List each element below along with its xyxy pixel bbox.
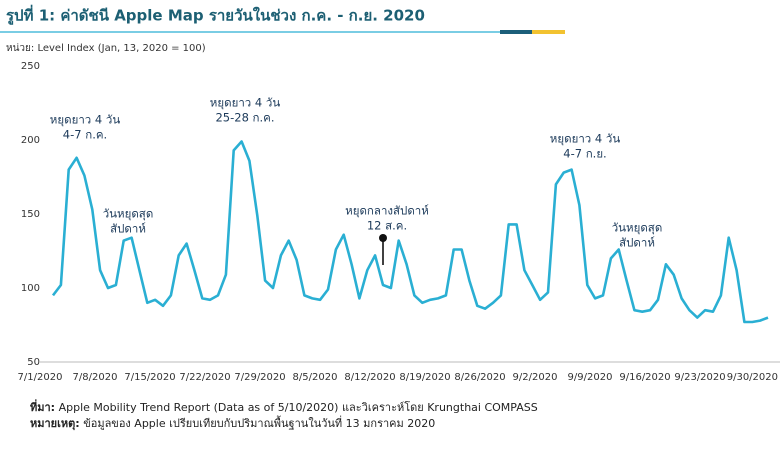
source: ที่มา: Apple Mobility Trend Report (Data… [30, 399, 538, 414]
annotation: วันหยุดสุด [103, 207, 154, 221]
x-tick-label: 8/19/2020 [399, 372, 450, 383]
annotation: 4-7 ก.ค. [63, 128, 107, 142]
x-tick-label: 7/22/2020 [179, 372, 230, 383]
title-rule-accent [532, 30, 565, 34]
y-tick-label: 150 [21, 209, 40, 220]
subtitle: หน่วย: Level Index (Jan, 13, 2020 = 100) [6, 43, 206, 54]
y-tick-label: 100 [21, 283, 40, 294]
x-tick-label: 8/12/2020 [344, 372, 395, 383]
source-text: Apple Mobility Trend Report (Data as of … [59, 400, 538, 414]
x-tick-label: 7/1/2020 [18, 372, 63, 383]
annotation: สัปดาห์ [110, 222, 146, 236]
x-tick-label: 9/9/2020 [568, 372, 613, 383]
annotation: หยุดยาว 4 วัน [550, 132, 621, 146]
x-tick-label: 9/30/2020 [727, 372, 778, 383]
annotation: หยุดกลางสัปดาห์ [345, 204, 429, 218]
x-tick-label: 9/2/2020 [513, 372, 558, 383]
annotation: วันหยุดสุด [612, 221, 663, 235]
annotation: หยุดยาว 4 วัน [50, 113, 121, 127]
chart-title: รูปที่ 1: ค่าดัชนี Apple Map รายวันในช่ว… [6, 5, 425, 26]
x-tick-label: 8/5/2020 [293, 372, 338, 383]
x-tick-label: 7/8/2020 [73, 372, 118, 383]
note-text: ข้อมูลของ Apple เปรียบเทียบกับปริมาณพื้น… [83, 415, 435, 430]
y-tick-label: 200 [21, 135, 40, 146]
x-tick-label: 9/16/2020 [619, 372, 670, 383]
annotation-pin-head [379, 234, 387, 242]
x-tick-label: 8/26/2020 [454, 372, 505, 383]
annotation: หยุดยาว 4 วัน [210, 96, 281, 110]
annotation: สัปดาห์ [619, 236, 655, 250]
title-rule-accent [500, 30, 532, 34]
y-tick-label: 50 [27, 357, 40, 368]
line [51, 140, 769, 324]
note: หมายเหตุ: ข้อมูลของ Apple เปรียบเทียบกับ… [30, 415, 435, 431]
annotation: 25-28 ก.ค. [215, 111, 274, 125]
annotation: 4-7 ก.ย. [563, 147, 606, 161]
y-tick-label: 250 [21, 61, 40, 72]
x-tick-label: 7/15/2020 [124, 372, 175, 383]
x-tick-label: 7/29/2020 [234, 372, 285, 383]
source-label: ที่มา: [30, 399, 55, 414]
note-label: หมายเหตุ: [30, 417, 80, 431]
x-tick-label: 9/23/2020 [674, 372, 725, 383]
annotation: 12 ส.ค. [367, 219, 407, 233]
